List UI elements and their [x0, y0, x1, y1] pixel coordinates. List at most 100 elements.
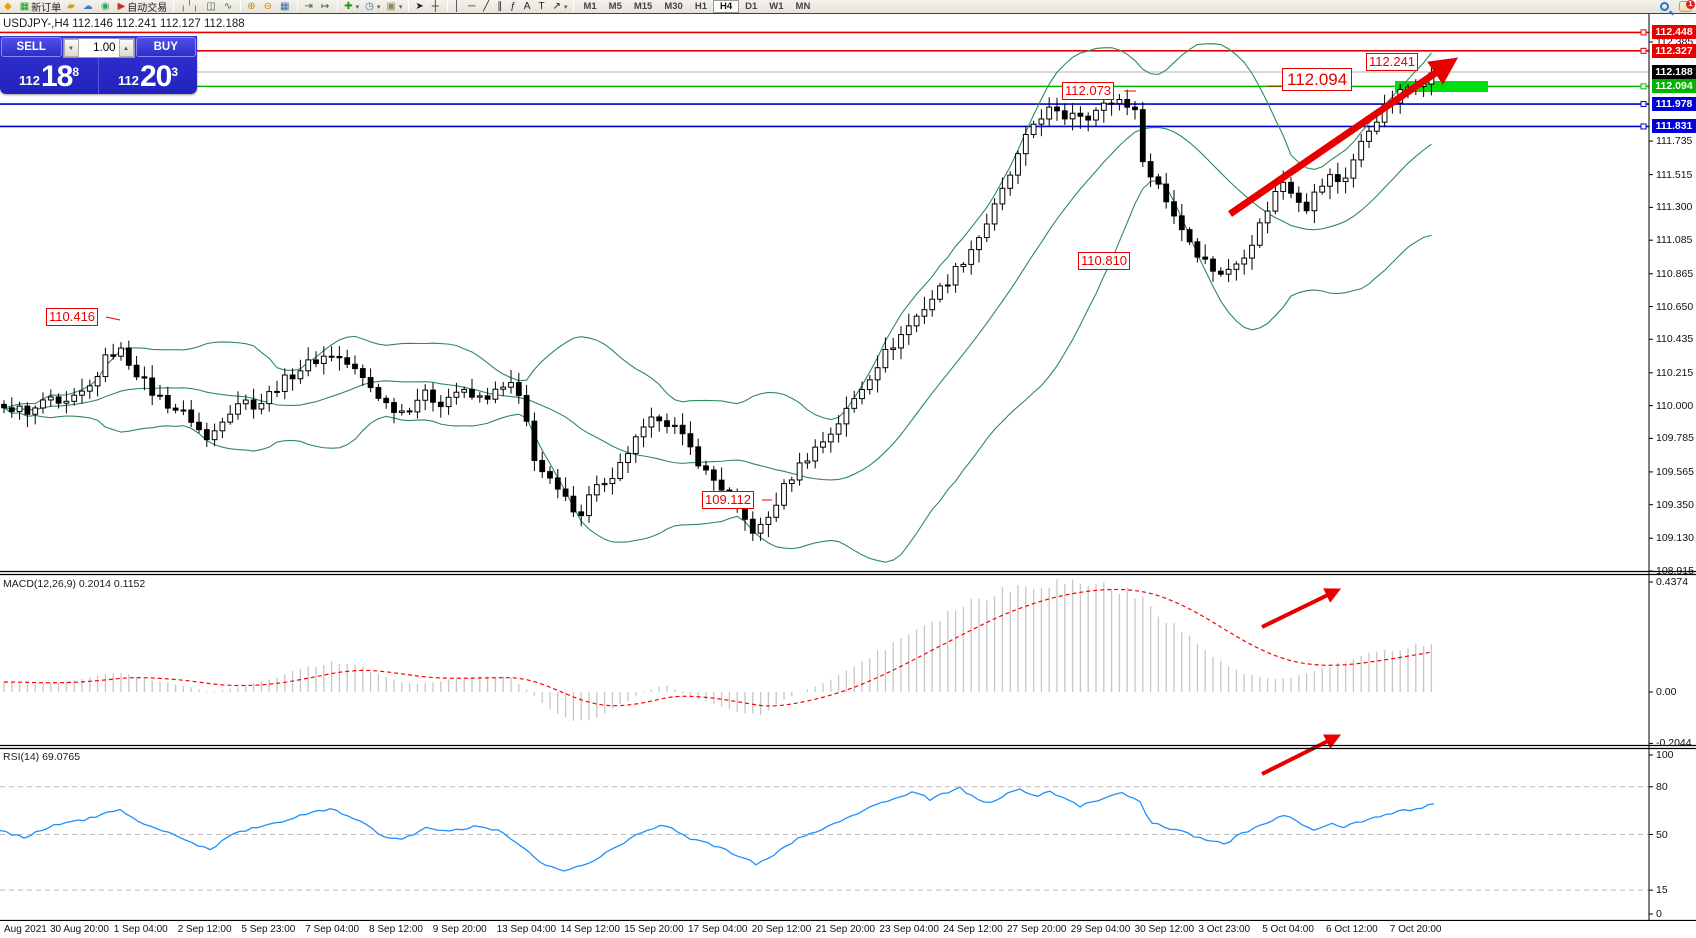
price-badge-111.978: 111.978 [1652, 97, 1696, 112]
candlestick-icon[interactable]: ◫ [203, 0, 220, 13]
horizontal-line-icon[interactable]: ─ [465, 0, 480, 13]
cursor-icon[interactable]: ➤ [412, 0, 428, 13]
text-icon-glyph: A [523, 1, 531, 12]
price-annotation-112.094[interactable]: 112.094 [1282, 68, 1353, 91]
buy-price-sup: 3 [171, 65, 179, 79]
price-tick-110.215: 110.215 [1656, 366, 1694, 379]
notifications-icon[interactable]: 1 [1679, 0, 1695, 12]
toolbar-separator [446, 1, 448, 12]
hline-handle[interactable] [1640, 101, 1647, 108]
crosshair-icon[interactable]: ┼ [429, 0, 444, 13]
price-annotation-112.241[interactable]: 112.241 [1366, 53, 1419, 71]
time-label: 23 Sep 04:00 [879, 924, 939, 935]
toolbar-separator [173, 1, 175, 12]
buy-price-main: 20 [139, 60, 172, 93]
hline-handle[interactable] [1640, 29, 1647, 36]
chart-shift-icon[interactable]: ↦ [318, 0, 334, 13]
timeframe-M15[interactable]: M15 [633, 1, 653, 12]
sell-button[interactable]: SELL [1, 37, 62, 57]
trend-arrow-1[interactable] [1228, 57, 1459, 217]
timeframe-H1[interactable]: H1 [694, 1, 707, 12]
scroll-to-end-icon[interactable]: ⇥ [301, 0, 317, 13]
price-annotation-110.810[interactable]: 110.810 [1078, 252, 1131, 270]
text-icon[interactable]: A [521, 0, 536, 13]
rsi-tick-0: 0 [1656, 908, 1662, 920]
price-annotation-112.073[interactable]: 112.073 [1062, 82, 1115, 100]
rsi-tick-50: 50 [1656, 828, 1668, 841]
community-icon[interactable]: ☁ [80, 0, 98, 13]
horizontal-line-icon-glyph: ─ [468, 1, 476, 12]
fibonacci-icon[interactable]: ƒ [507, 0, 521, 13]
arrows-icon[interactable]: ↗ ▾ [550, 0, 571, 13]
timeframe-M5[interactable]: M5 [608, 1, 622, 12]
rsi-line [0, 786, 1435, 872]
periods-icon-dropdown[interactable]: ▾ [376, 3, 381, 11]
price-annotation-109.112[interactable]: 109.112 [702, 491, 755, 509]
templates-icon-dropdown[interactable]: ▾ [398, 3, 403, 11]
timeframe-M1[interactable]: M1 [583, 1, 597, 12]
time-label: 5 Sep 23:00 [241, 924, 296, 935]
volume-input[interactable] [78, 41, 119, 54]
timeframe-M30[interactable]: M30 [664, 1, 683, 12]
timeframe-H4[interactable]: H4 [712, 0, 740, 13]
macd-tick-0.4374: 0.4374 [1656, 576, 1689, 588]
periods-icon[interactable]: ◷ ▾ [362, 0, 383, 13]
price-tick-111.735: 111.735 [1656, 135, 1693, 148]
toolbar-separator [573, 1, 575, 12]
buy-button[interactable]: BUY [135, 37, 196, 57]
trend-arrow-2[interactable] [1261, 588, 1342, 629]
buy-price-display[interactable]: 112 20 3 [99, 58, 197, 94]
channel-icon[interactable]: ∥ [494, 0, 507, 13]
line-chart-icon[interactable]: ∿ [221, 0, 237, 13]
hline-handle[interactable] [1640, 83, 1647, 90]
zoom-out-icon[interactable]: ⊖ [261, 0, 277, 13]
new-chart-icon[interactable]: ✚ ▾ [341, 0, 362, 13]
hline-handle[interactable] [1640, 123, 1647, 130]
toolbar-separator [337, 1, 339, 12]
search-icon[interactable] [1660, 2, 1669, 11]
fibonacci-icon-glyph: ƒ [510, 1, 516, 12]
zoom-in-icon-glyph: ⊕ [247, 1, 256, 12]
time-label: 13 Sep 04:00 [496, 924, 557, 935]
trend-arrow-3[interactable] [1261, 734, 1342, 776]
macd-label: MACD(12,26,9) 0.2014 0.1152 [3, 578, 146, 590]
sell-price-prefix: 112 [18, 73, 40, 88]
bar-chart-icon[interactable]: ╷╵╷ [177, 0, 203, 13]
app-icon[interactable]: ◆ [1, 0, 17, 13]
time-label: 3 Oct 23:00 [1198, 924, 1251, 935]
price-annotation-110.416[interactable]: 110.416 [46, 308, 99, 326]
timeframe-MN[interactable]: MN [795, 1, 811, 12]
tile-windows-icon[interactable]: ▦ [277, 0, 294, 13]
autotrading-button[interactable]: ▶ 自动交易 [115, 0, 171, 14]
timeframe-D1[interactable]: D1 [745, 1, 758, 12]
rsi-tick-15: 15 [1656, 884, 1668, 897]
price-badge-112.327: 112.327 [1652, 43, 1696, 58]
price-badge-111.831: 111.831 [1652, 119, 1696, 134]
volume-stepper: ▼ ▲ [62, 37, 135, 58]
bollinger-middle-band [3, 126, 1432, 481]
text-label-icon[interactable]: T [535, 0, 549, 13]
templates-icon[interactable]: ▣ ▾ [383, 0, 405, 13]
zoom-in-icon[interactable]: ⊕ [244, 0, 260, 13]
volume-increase-button[interactable]: ▲ [118, 38, 134, 57]
arrows-icon-dropdown[interactable]: ▾ [563, 3, 568, 11]
sell-price-main: 18 [40, 60, 73, 93]
market-watch-icon[interactable]: ▰ [64, 0, 80, 13]
time-label: 21 Sep 20:00 [815, 924, 876, 935]
green-highlight-zone[interactable] [1395, 81, 1488, 92]
timeframe-W1[interactable]: W1 [769, 1, 784, 12]
sell-price-sup: 8 [72, 65, 80, 79]
annotation-callout [1427, 61, 1441, 68]
line-chart-icon-glyph: ∿ [223, 1, 233, 12]
toolbar: ◆ ▦ 新订单 ▰ ☁ ◉ ▶ 自动交易 ╷╵╷ ◫ ∿ ⊕ ⊖ ▦ ⇥ ↦ ✚ ▾ ◷ ▾ ▣ ▾ ➤ ┼ │ ─ ╱ ∥ ƒ A T ↗ ▾… [0, 0, 1696, 14]
trendline-icon-glyph: ╱ [483, 1, 490, 12]
signals-icon[interactable]: ◉ [98, 0, 115, 13]
volume-decrease-button[interactable]: ▼ [63, 38, 79, 57]
vertical-line-icon[interactable]: │ [451, 0, 465, 13]
hline-handle[interactable] [1640, 47, 1647, 54]
toolbar-separator [297, 1, 299, 12]
sell-price-display[interactable]: 112 18 8 [0, 58, 99, 94]
trendline-icon[interactable]: ╱ [480, 0, 494, 13]
new-order-button[interactable]: ▦ 新订单 [17, 0, 64, 14]
new-chart-icon-dropdown[interactable]: ▾ [355, 3, 360, 11]
